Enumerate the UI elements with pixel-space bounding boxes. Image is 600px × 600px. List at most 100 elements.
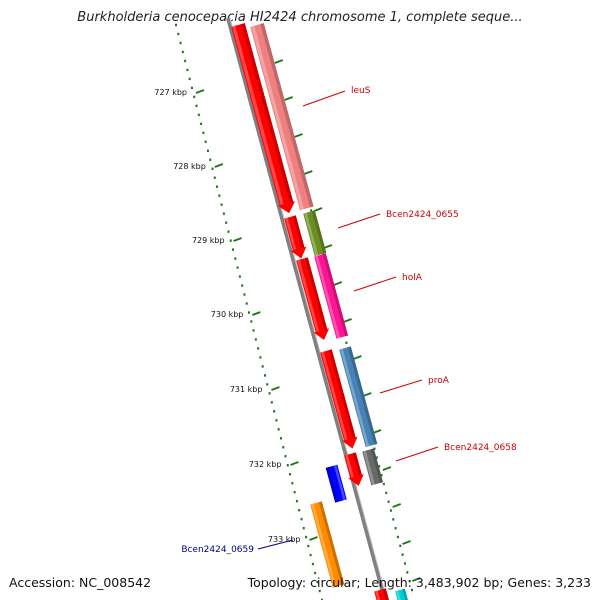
ruler-labels: 727 kbp 728 kbp 729 kbp 730 kbp 731 kbp 732 k…	[154, 88, 300, 544]
ruler-dot	[310, 209, 313, 212]
ruler-dot	[293, 490, 296, 494]
gene-Bcen2424_0659-highlight	[311, 503, 337, 588]
ruler-dot	[229, 239, 232, 242]
ruler-dot	[291, 482, 294, 485]
ruler-tick	[284, 96, 293, 101]
ruler-dot	[309, 553, 312, 557]
ruler-dot	[373, 447, 376, 450]
orf-arrow-highlight	[345, 454, 354, 478]
ruler-dot	[305, 535, 308, 539]
ruler-dot	[394, 527, 397, 530]
gene-Bcen2424_0655-highlight	[304, 212, 319, 256]
gene-label-Bcen2424_0658: Bcen2424_0658	[444, 443, 517, 453]
gene-holA	[314, 253, 349, 339]
orf-arrow-highlight	[297, 259, 320, 332]
orf-arrow	[284, 215, 307, 259]
ruler-dot	[314, 571, 317, 575]
orf-arrow	[296, 257, 330, 341]
orf-arrow	[374, 588, 389, 600]
ruler-dot	[250, 320, 253, 323]
orf-arrow	[344, 452, 364, 486]
ruler-tick	[411, 577, 421, 582]
ruler-ticks-outer	[274, 59, 421, 582]
gene-leuS	[250, 23, 314, 211]
gene-Bcen2424_0655-shadow	[311, 210, 327, 254]
ruler-tick	[290, 461, 299, 466]
ruler-dot	[204, 140, 207, 143]
ruler-dot	[316, 580, 319, 584]
ruler-dot	[282, 446, 285, 449]
gene-label-leuS: leuS	[351, 86, 371, 96]
ruler-tick	[303, 170, 313, 175]
orf-arrow-shadow	[382, 588, 389, 600]
orf-track	[231, 23, 389, 600]
orf-arrow-shadow	[292, 215, 305, 249]
ruler-dot	[396, 535, 399, 539]
ruler-dot	[311, 562, 314, 566]
ruler-tick	[195, 89, 205, 94]
ruler-dot	[200, 122, 203, 126]
ruler-ticks	[195, 89, 318, 541]
orf-arrow	[320, 349, 358, 449]
orf-arrow-shadow	[304, 257, 328, 330]
ruler-dot	[403, 562, 406, 565]
ruler-dot	[225, 221, 228, 224]
orf-arrow-reverse	[325, 464, 347, 503]
ruler-dot	[300, 517, 303, 521]
ruler-tick	[271, 386, 280, 391]
ruler-dot	[345, 341, 348, 345]
gene-holA-shadow	[322, 253, 349, 337]
ruler-dot	[387, 500, 390, 503]
callout-line	[337, 213, 381, 229]
ruler-dot	[263, 374, 266, 377]
ruler-tick	[274, 59, 284, 64]
ruler-dot	[236, 266, 239, 269]
gene-trailing-highlight	[396, 590, 401, 600]
ruler-dot	[202, 131, 205, 135]
ruler-tick	[214, 163, 224, 168]
ruler-dot	[273, 410, 276, 413]
map-title: Burkholderia cenocepacia HI2424 chromoso…	[77, 10, 523, 25]
ruler-dot	[220, 203, 223, 206]
ruler-dot	[213, 176, 216, 179]
ruler-dot	[245, 302, 248, 305]
gene-Bcen2424_0659-shadow	[318, 501, 345, 586]
gene-holA-highlight	[315, 255, 340, 339]
gene-Bcen2424_0658	[362, 448, 383, 486]
gene-Bcen2424_0658-highlight	[363, 450, 375, 486]
ruler-tick-label: 730 kbp	[211, 310, 244, 319]
ruler-dot	[298, 508, 301, 512]
orf-arrow-shadow	[328, 349, 356, 439]
callout-line	[379, 379, 423, 394]
ruler-dot	[257, 347, 260, 350]
orf-arrow-reverse-highlight	[333, 464, 346, 501]
ruler-tick	[309, 536, 318, 541]
ruler-dot	[318, 589, 321, 593]
ruler-dot	[277, 428, 280, 431]
ruler-dot	[186, 68, 189, 72]
ruler-dot	[175, 23, 177, 27]
ruler-tick	[372, 429, 382, 434]
callout-line	[395, 446, 439, 462]
ruler-dot	[216, 185, 219, 188]
ruler-dot	[254, 338, 257, 341]
ruler-tick-label: 731 kbp	[230, 385, 263, 394]
ruler-dot	[184, 59, 187, 63]
ruler-tick-label: 733 kbp	[268, 535, 301, 544]
ruler-dot	[206, 149, 209, 152]
ruler-tick	[402, 540, 411, 545]
ruler-dot	[382, 482, 385, 486]
ruler-dot	[232, 248, 235, 251]
ruler-dot	[177, 32, 180, 36]
ruler-dot	[181, 50, 184, 54]
ruler-tick	[294, 133, 303, 138]
ruler-dot	[284, 455, 287, 458]
callout-line	[353, 276, 397, 292]
ruler-dot	[266, 383, 269, 386]
gene-label-holA: holA	[402, 273, 423, 283]
ruler-tick	[382, 466, 392, 471]
ruler-tick-label: 729 kbp	[192, 236, 225, 245]
gene-trailing-shadow	[402, 588, 408, 600]
ruler-tick	[392, 503, 402, 508]
